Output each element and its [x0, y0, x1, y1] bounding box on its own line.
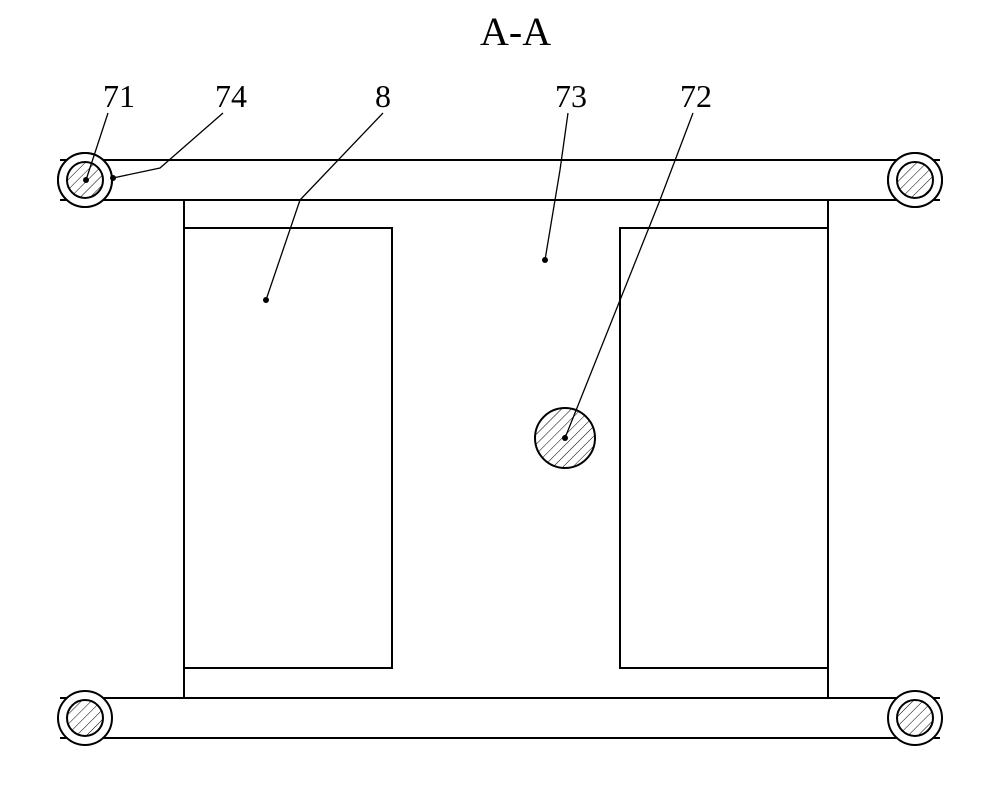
section-title: A-A — [480, 8, 551, 55]
leader-74 — [113, 113, 223, 178]
label-8: 8 — [375, 78, 391, 115]
leader-72 — [565, 113, 693, 438]
leader-73 — [545, 113, 568, 260]
leader-dot-71 — [83, 177, 89, 183]
diagram-canvas — [0, 0, 1000, 785]
right-block — [620, 228, 828, 668]
label-74: 74 — [215, 78, 247, 115]
label-73: 73 — [555, 78, 587, 115]
label-71: 71 — [103, 78, 135, 115]
left-block — [184, 228, 392, 668]
leader-dot-73 — [542, 257, 548, 263]
leader-dot-74 — [110, 175, 116, 181]
label-72: 72 — [680, 78, 712, 115]
leader-dot-72 — [562, 435, 568, 441]
leader-dot-8 — [263, 297, 269, 303]
leader-8 — [266, 113, 383, 300]
